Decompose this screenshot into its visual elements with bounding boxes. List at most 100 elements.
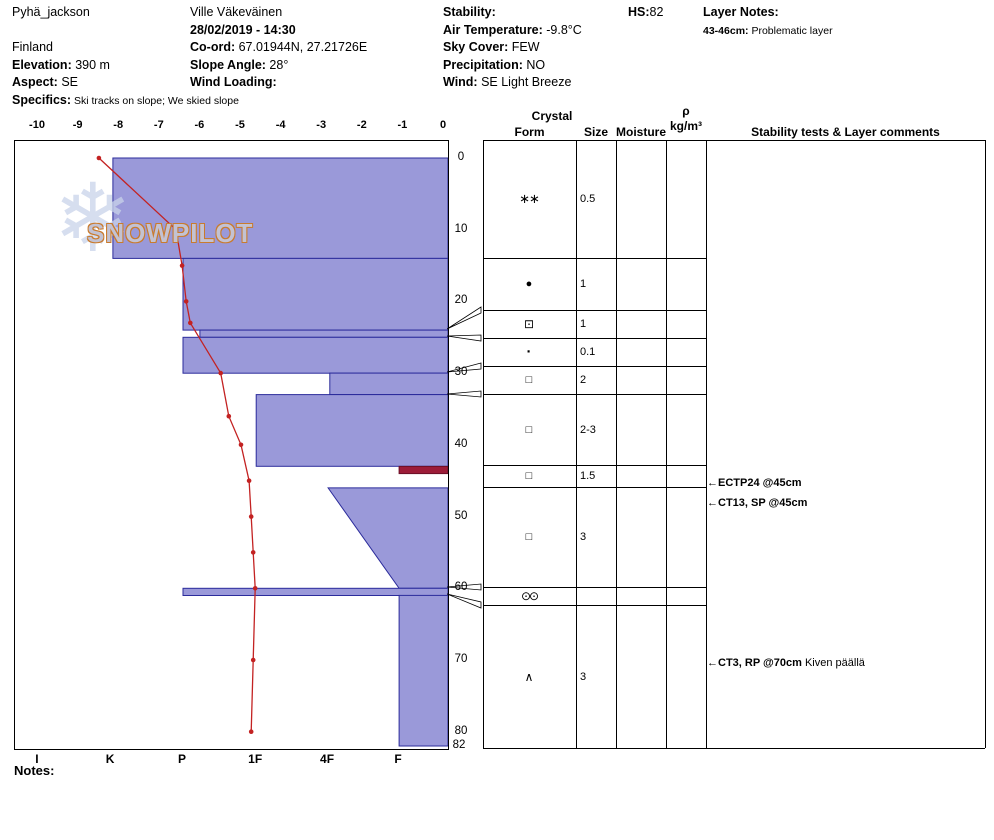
temp-axis-tick: -5 <box>235 119 245 131</box>
stability-test-result: CT13, SP @45cm <box>718 497 808 509</box>
header-field-label: Elevation: <box>12 57 72 72</box>
temperature-point <box>96 155 102 161</box>
table-row-line <box>483 366 706 367</box>
hardness-axis-tick: K <box>105 752 115 766</box>
crystal-form-decomposing-fragments: ∗∗ <box>519 191 540 206</box>
snow-layer-bar <box>398 594 448 747</box>
header-field-value: Ski tracks on slope; We skied slope <box>71 94 239 107</box>
header-field-label: Slope Angle: <box>190 57 266 72</box>
table-grid-vline <box>985 140 986 748</box>
depth-axis-tick: 50 <box>454 509 468 522</box>
crystal-form-facets: □ <box>525 374 533 386</box>
table-row-line <box>483 605 706 606</box>
table-row-line <box>483 310 706 311</box>
header-field-label: Specifics: <box>12 92 72 107</box>
header-field-label: Wind Loading: <box>190 75 277 89</box>
header-field-label: 43-46cm: <box>703 24 749 37</box>
header-field-label: 28/02/2019 - 14:30 <box>190 22 296 37</box>
depth-axis-tick: 80 <box>454 724 468 737</box>
table-row-line <box>483 487 706 488</box>
col-header-stability: Stability tests & Layer comments <box>751 125 940 139</box>
hardness-axis-tick: 1F <box>248 752 263 766</box>
depth-axis-tick: 0 <box>457 151 465 163</box>
crystal-size: 1.5 <box>580 470 596 482</box>
header-field-value: NO <box>522 57 546 72</box>
crystal-form-depth-hoar: ∧ <box>524 669 534 684</box>
temperature-point <box>179 263 185 268</box>
crystal-form-facets: □ <box>525 531 533 543</box>
table-row-line <box>483 465 706 466</box>
table-grid-vline <box>706 140 707 748</box>
temperature-point <box>183 299 189 304</box>
crystal-form-precipitation-particles: · <box>526 343 532 361</box>
header-line: Aspect: SE <box>12 75 78 90</box>
temperature-point <box>248 729 254 734</box>
table-grid-vline <box>666 140 667 748</box>
crystal-form-facets: □ <box>525 423 533 436</box>
header-line: Ville Väkeväinen <box>190 5 282 20</box>
header-field-label: Stability: <box>443 5 496 19</box>
table-grid-hline <box>483 748 985 749</box>
crystal-size: 2 <box>580 374 587 386</box>
col-header-moisture: Moisture <box>616 125 667 139</box>
snow-layer-wedge <box>327 487 448 589</box>
temp-axis-tick: -3 <box>316 119 327 131</box>
header-field-value: SE <box>57 75 78 89</box>
hardness-axis-tick: 4F <box>320 752 335 766</box>
header-field-label: Co-ord: <box>190 40 236 54</box>
stability-test: ←ECTP24 @45cm <box>707 477 802 489</box>
temperature-point <box>226 413 232 419</box>
crystal-size: 0.5 <box>580 193 596 205</box>
header-line: Slope Angle: 28° <box>190 58 288 73</box>
stability-test-result: CT3, RP @70cm <box>718 657 802 669</box>
header-field-label: Sky Cover: <box>443 40 509 54</box>
stability-test: ←CT3, RP @70cm Kiven päällä <box>707 657 865 669</box>
header-field-label: Wind: <box>443 75 478 89</box>
crystal-form-melt-forms: ⊙⊙ <box>520 589 539 603</box>
header-line: 43-46cm: Problematic layer <box>703 23 833 39</box>
snow-layer-bar <box>182 257 448 331</box>
crystal-size: 3 <box>580 670 587 683</box>
temp-axis-tick: -9 <box>72 119 83 131</box>
header-field-value: FEW <box>508 40 540 54</box>
table-row-line <box>483 338 706 339</box>
temperature-point <box>218 370 223 376</box>
table-grid-vline <box>483 140 484 748</box>
crystal-form-rounded-facets: ⊡ <box>523 317 535 331</box>
notes-label: Notes: <box>14 763 55 778</box>
temp-axis-tick: -4 <box>275 119 286 131</box>
header-field-value: 28° <box>265 57 289 72</box>
temperature-point <box>173 227 179 232</box>
crystal-size: 1 <box>580 318 587 330</box>
table-grid-vline <box>616 140 617 748</box>
profile-plot: ❄ SNOWPILOT <box>14 140 449 750</box>
header-field-value: -9.8°C <box>542 22 582 37</box>
header-line: 28/02/2019 - 14:30 <box>190 23 296 38</box>
header-field-value: SE Light Breeze <box>477 75 572 89</box>
crystal-size: 1 <box>580 278 587 290</box>
col-header-density-unit: kg/m³ <box>669 119 702 133</box>
crystal-size: 3 <box>580 531 587 543</box>
temperature-point <box>248 514 254 519</box>
crystal-form-rounded-grains: ● <box>525 278 533 290</box>
snow-layer-bar <box>255 394 448 467</box>
header-line: Wind: SE Light Breeze <box>443 75 571 90</box>
temperature-point <box>250 550 256 555</box>
header-line: Elevation: 390 m <box>12 58 110 73</box>
header-line: HS:82 <box>628 5 663 20</box>
header-line: Air Temperature: -9.8°C <box>443 23 582 38</box>
snow-layer-bar <box>112 157 448 259</box>
table-row-line <box>483 587 706 588</box>
header-line: Sky Cover: FEW <box>443 40 540 55</box>
header-line: Co-ord: 67.01944N, 27.21726E <box>190 40 367 55</box>
depth-axis-tick: 70 <box>454 652 468 665</box>
temperature-point <box>246 478 252 484</box>
temp-axis-tick: -1 <box>397 119 408 131</box>
crystal-size: 0.1 <box>580 346 596 358</box>
depth-axis-tick: 30 <box>454 366 468 379</box>
snow-layer-bar <box>329 372 448 396</box>
header-line: Stability: <box>443 5 496 20</box>
col-header-form: Form <box>514 125 545 139</box>
col-header-size: Size <box>583 125 608 139</box>
